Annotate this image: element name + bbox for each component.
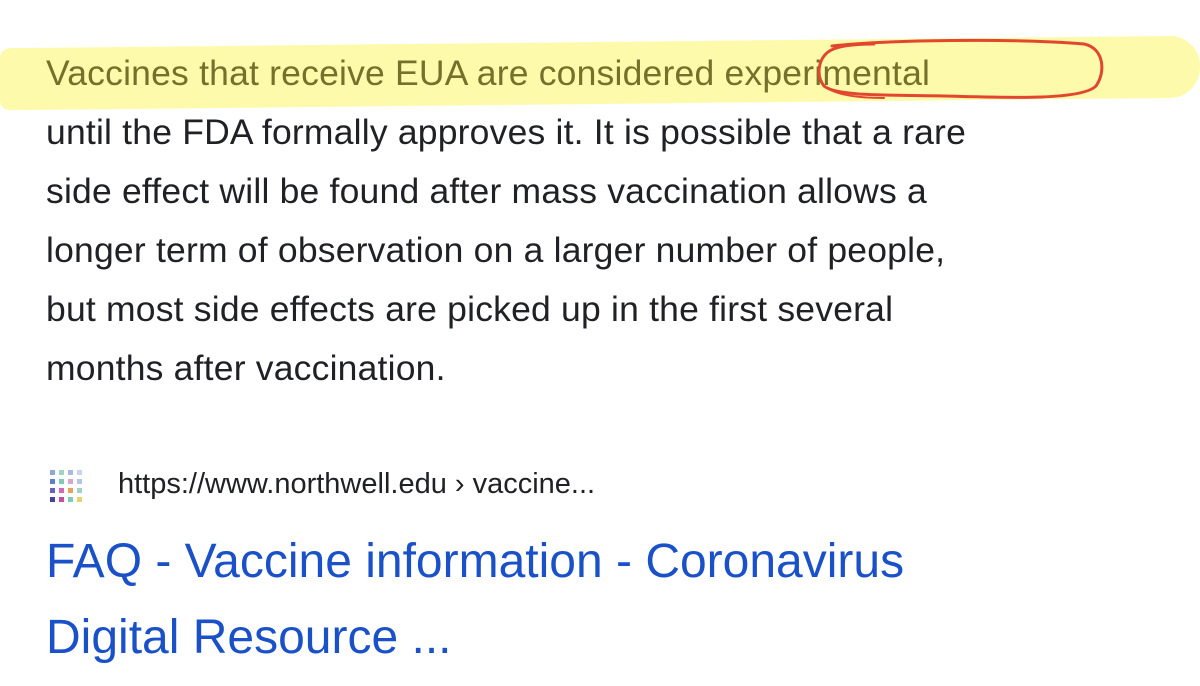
result-citation[interactable]: https://www.northwell.edu › vaccine... [46,462,1166,512]
northwell-favicon-icon [50,470,82,502]
snippet-line: side effect will be found after mass vac… [46,171,927,211]
snippet-line: Vaccines that receive EUA are considered… [46,53,931,93]
snippet-line: months after vaccination. [46,348,446,388]
snippet-line: but most side effects are picked up in t… [46,289,894,329]
result-title-line[interactable]: Digital Resource ... [46,611,452,664]
snippet-line: longer term of observation on a larger n… [46,230,946,270]
result-url[interactable]: https://www.northwell.edu › vaccine... [118,468,596,500]
result-title-line[interactable]: FAQ - Vaccine information - Coronavirus [46,535,905,588]
organic-search-result: https://www.northwell.edu › vaccine... F… [46,462,1166,676]
hand-drawn-circle-annotation [817,38,1104,99]
result-title-link[interactable]: FAQ - Vaccine information - Coronavirus … [46,524,1166,676]
featured-snippet-text: Vaccines that receive EUA are considered… [46,44,1166,398]
snippet-line: until the FDA formally approves it. It i… [46,112,967,152]
